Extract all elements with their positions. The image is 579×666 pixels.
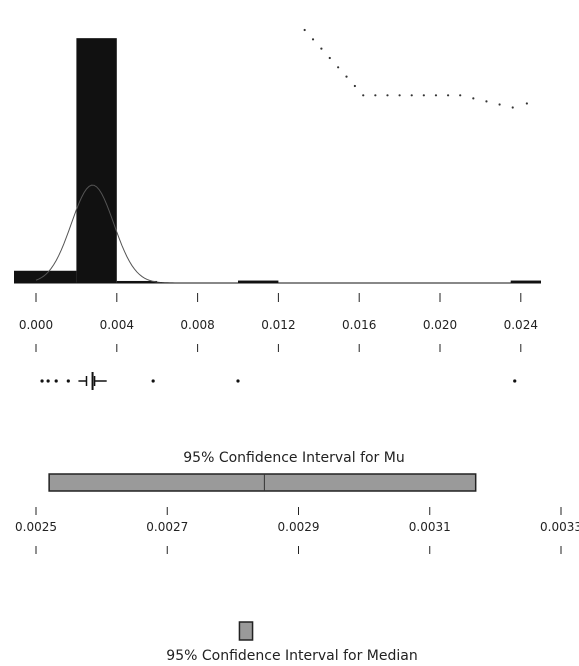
dotted-line-point — [459, 94, 462, 97]
histogram-tick-label: 0.020 — [423, 318, 457, 332]
histogram-bar — [510, 280, 541, 283]
ci-mu-bar — [48, 473, 477, 492]
ci-tick-label: 0.0033 — [540, 520, 579, 534]
dotted-line-point — [472, 97, 475, 100]
histogram-tick-label: 0.024 — [504, 318, 538, 332]
histogram-bar — [238, 280, 279, 283]
histogram-x-axis: 0.000 0.004 0.008 0.012 0.016 0.020 0.024 — [19, 293, 538, 332]
histogram-tick-label: 0.004 — [100, 318, 134, 332]
histogram-tick-label: 0.008 — [180, 318, 214, 332]
dotted-line-point — [337, 66, 340, 69]
boxplot-outlier — [66, 379, 70, 383]
ci-mu-interval — [48, 473, 477, 492]
ci-tick-label: 0.0031 — [409, 520, 451, 534]
dotted-line-point — [410, 94, 413, 97]
boxplot-outlier — [54, 379, 58, 383]
histogram-tick-label: 0.000 — [19, 318, 53, 332]
boxplot-outlier — [151, 379, 155, 383]
ci-median-interval — [238, 621, 254, 641]
dotted-line-point — [303, 28, 306, 32]
dotted-line-series — [303, 28, 528, 109]
dotted-line-point — [345, 75, 348, 78]
dotted-line-point — [398, 94, 401, 97]
box-plot — [35, 344, 522, 390]
ci-tick-label: 0.0029 — [278, 520, 320, 534]
dotted-line-point — [498, 103, 501, 106]
histogram-bar — [76, 38, 117, 284]
boxplot-outlier — [46, 379, 50, 383]
ci-mu-title: 95% Confidence Interval for Mu — [183, 450, 404, 466]
boxplot-outlier — [236, 379, 240, 383]
dotted-line-point — [422, 94, 425, 97]
ci-tick-label: 0.0025 — [15, 520, 57, 534]
dotted-line-point — [386, 94, 389, 97]
dotted-line-point — [434, 94, 438, 97]
dotted-line-point — [328, 56, 331, 60]
histogram-bars — [14, 38, 541, 284]
ci-tick-label: 0.0027 — [146, 520, 188, 534]
dotted-line-point — [320, 47, 323, 50]
boxplot-outlier — [40, 379, 44, 383]
dotted-line-point — [374, 94, 377, 97]
histogram-tick-label: 0.016 — [342, 318, 376, 332]
boxplot-outlier — [513, 379, 517, 383]
dotted-line-point — [525, 102, 528, 105]
dotted-line-point — [353, 84, 356, 88]
ci-median-bar — [238, 621, 254, 641]
histogram-bar — [14, 270, 77, 283]
histogram-tick-label: 0.012 — [261, 318, 295, 332]
ci-median-title: 95% Confidence Interval for Median — [166, 648, 417, 664]
ci-x-axis: 0.0025 0.0027 0.0029 0.0031 0.0033 — [15, 507, 579, 554]
dotted-line-point — [446, 94, 450, 97]
dotted-line-point — [485, 100, 488, 103]
dotted-line-point — [362, 94, 365, 97]
dotted-line-point — [511, 106, 514, 109]
dotted-line-point — [311, 38, 315, 41]
histogram-bar — [116, 280, 158, 283]
